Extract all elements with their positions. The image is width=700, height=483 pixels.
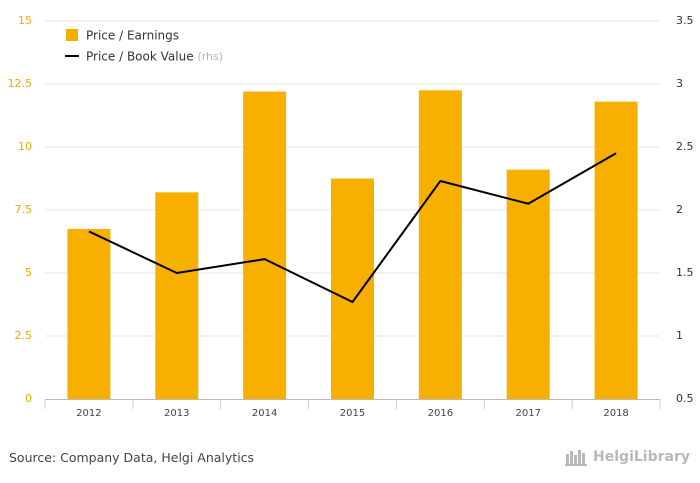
footer: Source: Company Data, Helgi Analytics He… bbox=[0, 448, 700, 483]
line-series bbox=[88, 152, 617, 303]
y-right-tick-label: 3 bbox=[676, 77, 683, 90]
x-tick-label: 2012 bbox=[76, 408, 101, 419]
x-tick-label: 2016 bbox=[428, 408, 453, 419]
y-left-tick-label: 15 bbox=[18, 14, 32, 27]
library-icon bbox=[565, 450, 588, 466]
legend-label-pbv: Price / Book Value (rhs) bbox=[86, 50, 223, 64]
y-right-tick-label: 1 bbox=[676, 329, 683, 342]
x-tick-label: 2018 bbox=[603, 408, 628, 419]
y-right-tick-label: 0.5 bbox=[676, 392, 694, 405]
y-right-tick-label: 3.5 bbox=[676, 14, 694, 27]
bar bbox=[331, 178, 374, 399]
bar bbox=[594, 101, 638, 399]
source-text: Source: Company Data, Helgi Analytics bbox=[9, 450, 255, 465]
y-right-tick-label: 1.5 bbox=[676, 266, 694, 279]
y-right-tick-label: 2 bbox=[676, 203, 683, 216]
y-left-tick-label: 0 bbox=[25, 392, 32, 405]
y-left-tick-label: 12.5 bbox=[8, 77, 33, 90]
logo-text: HelgiLibrary bbox=[593, 449, 690, 465]
x-tick-label: 2015 bbox=[340, 408, 365, 419]
x-tick-label: 2014 bbox=[252, 408, 277, 419]
bar bbox=[506, 169, 550, 399]
bar bbox=[418, 90, 462, 400]
helgi-library-logo[interactable]: HelgiLibrary bbox=[565, 448, 690, 466]
bar bbox=[155, 192, 199, 399]
x-tick-label: 2017 bbox=[515, 408, 540, 419]
y-left-tick-label: 7.5 bbox=[15, 203, 33, 216]
legend-rhs-note: (rhs) bbox=[197, 50, 223, 63]
bar bbox=[67, 228, 111, 399]
x-tick-label: 2013 bbox=[164, 408, 189, 419]
y-right-tick-label: 2.5 bbox=[676, 140, 694, 153]
legend-swatch-bar bbox=[66, 29, 78, 41]
y-left-tick-label: 5 bbox=[25, 266, 32, 279]
legend-label-pe: Price / Earnings bbox=[86, 29, 179, 43]
bar bbox=[243, 91, 287, 399]
chart-svg: 0 2.5 5 7.5 10 12.5 15 0.5 1 1.5 2 2.5 3 3.5 2012 2013 2… bbox=[8, 14, 694, 419]
y-left-tick-label: 10 bbox=[18, 140, 32, 153]
y-left-tick-label: 2.5 bbox=[15, 329, 33, 342]
